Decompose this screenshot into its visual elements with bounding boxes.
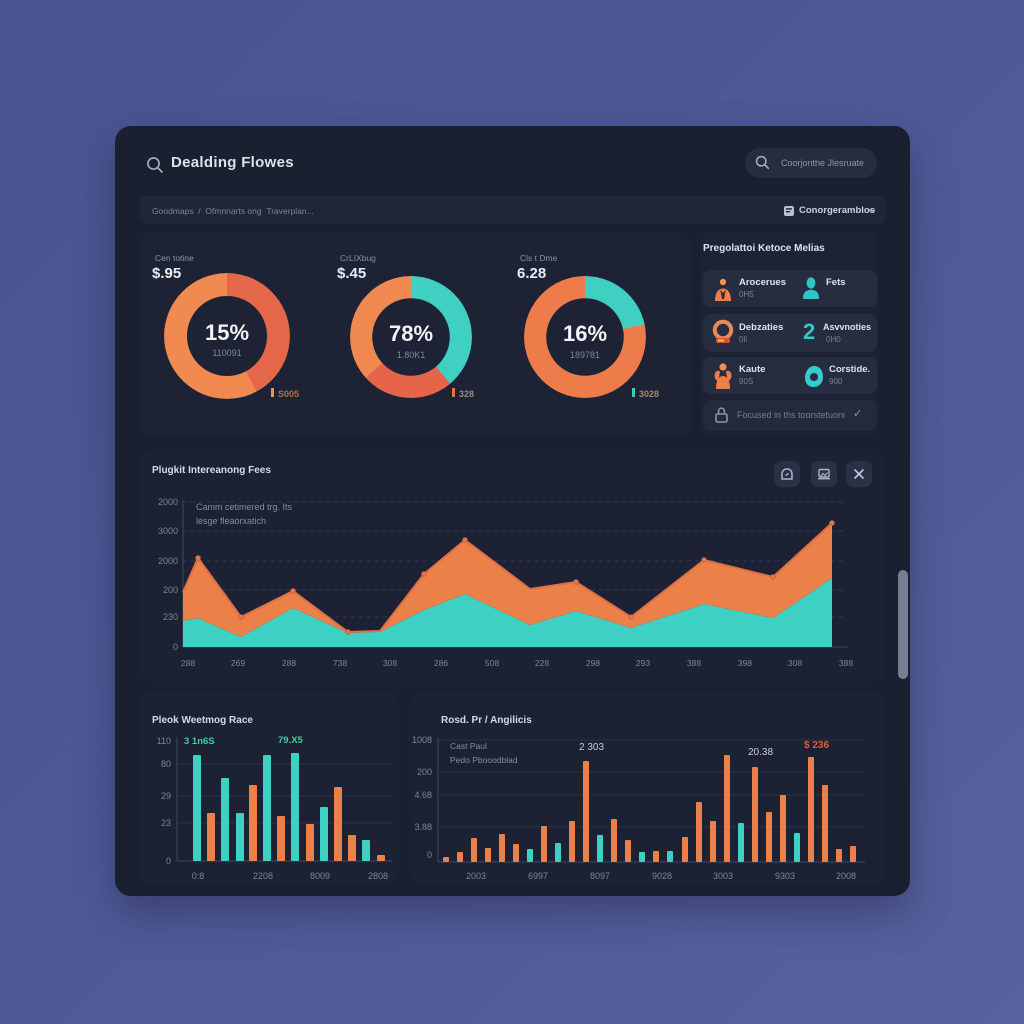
svg-text:2008: 2008 — [836, 871, 856, 881]
svg-text:288: 288 — [181, 658, 195, 668]
svg-text:3003: 3003 — [713, 871, 733, 881]
svg-text:4.68: 4.68 — [414, 790, 432, 800]
svg-text:Pedo Pbooodblad: Pedo Pbooodblad — [450, 755, 518, 765]
svg-text:2808: 2808 — [368, 871, 388, 881]
svg-text:308: 308 — [383, 658, 397, 668]
svg-text:2003: 2003 — [466, 871, 486, 881]
svg-text:0: 0 — [166, 856, 171, 866]
svg-text:286: 286 — [434, 658, 448, 668]
svg-text:200: 200 — [163, 585, 178, 595]
svg-text:3.88: 3.88 — [414, 822, 432, 832]
svg-text:9303: 9303 — [775, 871, 795, 881]
svg-text:298: 298 — [586, 658, 600, 668]
svg-text:2 303: 2 303 — [579, 742, 604, 753]
svg-text:269: 269 — [231, 658, 245, 668]
svg-text:Rosd. Pr / Angilicis: Rosd. Pr / Angilicis — [441, 715, 532, 726]
svg-text:308: 308 — [788, 658, 802, 668]
svg-text:508: 508 — [485, 658, 499, 668]
svg-text:388: 388 — [687, 658, 701, 668]
svg-text:Cast Paul: Cast Paul — [450, 741, 487, 751]
svg-text:1008: 1008 — [412, 735, 432, 745]
svg-text:0: 0 — [427, 850, 432, 860]
svg-text:8009: 8009 — [310, 871, 330, 881]
svg-text:2208: 2208 — [253, 871, 273, 881]
svg-text:0: 0 — [173, 642, 178, 652]
svg-text:6997: 6997 — [528, 871, 548, 881]
svg-text:200: 200 — [417, 767, 432, 777]
svg-text:228: 228 — [535, 658, 549, 668]
svg-text:3 1n6S: 3 1n6S — [184, 736, 215, 747]
svg-text:230: 230 — [163, 612, 178, 622]
svg-text:29: 29 — [161, 791, 171, 801]
svg-text:9028: 9028 — [652, 871, 672, 881]
svg-text:2000: 2000 — [158, 556, 178, 566]
svg-text:79.X5: 79.X5 — [278, 735, 304, 746]
svg-text:80: 80 — [161, 759, 171, 769]
svg-text:$ 236: $ 236 — [804, 740, 829, 751]
svg-text:2000: 2000 — [158, 497, 178, 507]
svg-text:293: 293 — [636, 658, 650, 668]
svg-text:288: 288 — [282, 658, 296, 668]
svg-text:8097: 8097 — [590, 871, 610, 881]
svg-text:3000: 3000 — [158, 526, 178, 536]
svg-text:388: 388 — [839, 658, 853, 668]
svg-text:lesge fleaorxatich: lesge fleaorxatich — [196, 516, 266, 526]
svg-text:Camm cetimered trg. Its: Camm cetimered trg. Its — [196, 502, 293, 512]
svg-text:398: 398 — [738, 658, 752, 668]
svg-text:0:8: 0:8 — [192, 871, 205, 881]
svg-text:23: 23 — [161, 818, 171, 828]
svg-text:110: 110 — [157, 736, 171, 746]
svg-text:20.38: 20.38 — [748, 747, 773, 758]
svg-text:Pleok Weetmog Race: Pleok Weetmog Race — [152, 715, 253, 726]
svg-text:738: 738 — [333, 658, 347, 668]
